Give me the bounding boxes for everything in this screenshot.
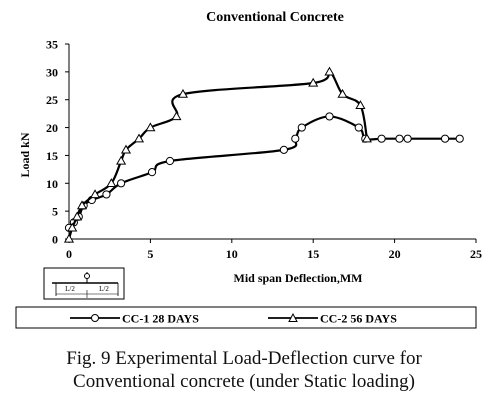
- legend-label-cc1: CC-1 28 DAYS: [122, 312, 199, 326]
- figure-caption-line-2: Conventional concrete (under Static load…: [73, 371, 415, 392]
- chart-title: Conventional Concrete: [206, 10, 344, 25]
- x-tick-label: 0: [66, 247, 72, 261]
- series-layer: [63, 66, 464, 243]
- data-point-triangle: [324, 66, 335, 76]
- y-tick-label: 5: [52, 205, 58, 219]
- legend-triangle-marker-icon: [288, 312, 298, 322]
- x-tick-label: 5: [147, 247, 153, 261]
- y-tick-label: 30: [46, 65, 58, 79]
- data-point-circle: [279, 145, 288, 154]
- data-point-triangle: [308, 77, 319, 87]
- data-point-triangle: [72, 211, 83, 221]
- legend-item-cc2: CC-2 56 DAYS: [268, 312, 397, 326]
- data-point-triangle: [337, 88, 348, 98]
- data-point-circle: [354, 123, 363, 132]
- series-1: [64, 112, 464, 232]
- series-line: [68, 115, 460, 229]
- data-point-circle: [297, 123, 306, 132]
- data-point-circle: [403, 134, 412, 143]
- y-tick-label: 0: [52, 233, 58, 247]
- x-tick-label: 10: [226, 247, 238, 261]
- y-tick-label: 20: [46, 121, 58, 135]
- x-tick-label: 20: [389, 247, 401, 261]
- data-point-circle: [117, 179, 126, 188]
- legend-item-cc1: CC-1 28 DAYS: [70, 312, 199, 326]
- beam-loading-inset: L/2 L/2: [43, 267, 125, 300]
- data-point-circle: [377, 134, 386, 143]
- inset-label-right: L/2: [99, 285, 109, 293]
- data-point-circle: [325, 112, 334, 121]
- data-point-triangle: [145, 122, 156, 132]
- data-point-triangle: [76, 200, 88, 210]
- data-point-circle: [291, 134, 300, 143]
- x-tick-label: 15: [307, 247, 319, 261]
- data-point-circle: [395, 134, 404, 143]
- data-point-triangle: [63, 233, 75, 243]
- y-tick-label: 35: [46, 38, 58, 52]
- x-axis-ticks: 0 5 10 15 20 25: [66, 239, 482, 261]
- inset-frame: [43, 267, 125, 300]
- data-point-triangle: [120, 144, 132, 154]
- load-deflection-chart: Conventional Concrete Load kN Mid span D…: [15, 10, 482, 329]
- y-tick-label: 25: [46, 93, 58, 107]
- data-point-triangle: [89, 189, 101, 199]
- inset-label-left: L/2: [65, 285, 75, 293]
- data-point-triangle: [133, 133, 145, 143]
- data-point-circle: [455, 134, 464, 143]
- y-axis-ticks: 0 5 10 15 20 25 30 35: [46, 38, 69, 247]
- legend-frame: [15, 306, 477, 329]
- data-point-circle: [165, 156, 175, 166]
- data-point-triangle: [116, 155, 127, 165]
- legend-label-cc2: CC-2 56 DAYS: [320, 312, 397, 326]
- data-point-circle: [440, 134, 450, 143]
- x-tick-label: 25: [470, 247, 482, 261]
- legend: CC-1 28 DAYS CC-2 56 DAYS: [15, 306, 477, 329]
- figure-caption-line-1: Fig. 9 Experimental Load-Deflection curv…: [66, 348, 422, 369]
- y-tick-label: 15: [46, 149, 58, 163]
- data-point-triangle: [177, 88, 189, 98]
- inset-load-point: [84, 273, 90, 279]
- data-point-circle: [147, 168, 157, 177]
- data-point-circle: [102, 190, 111, 199]
- series-2: [63, 66, 372, 243]
- axes: [68, 44, 476, 240]
- data-point-triangle: [106, 178, 117, 187]
- data-point-triangle: [67, 222, 78, 232]
- x-axis-label: Mid span Deflection,MM: [234, 271, 363, 285]
- data-point-triangle: [361, 133, 372, 143]
- y-axis-label: Load kN: [18, 132, 32, 177]
- legend-circle-marker-icon: [91, 314, 99, 322]
- y-tick-label: 10: [46, 177, 58, 191]
- data-point-triangle: [355, 100, 366, 109]
- data-point-triangle: [171, 111, 182, 121]
